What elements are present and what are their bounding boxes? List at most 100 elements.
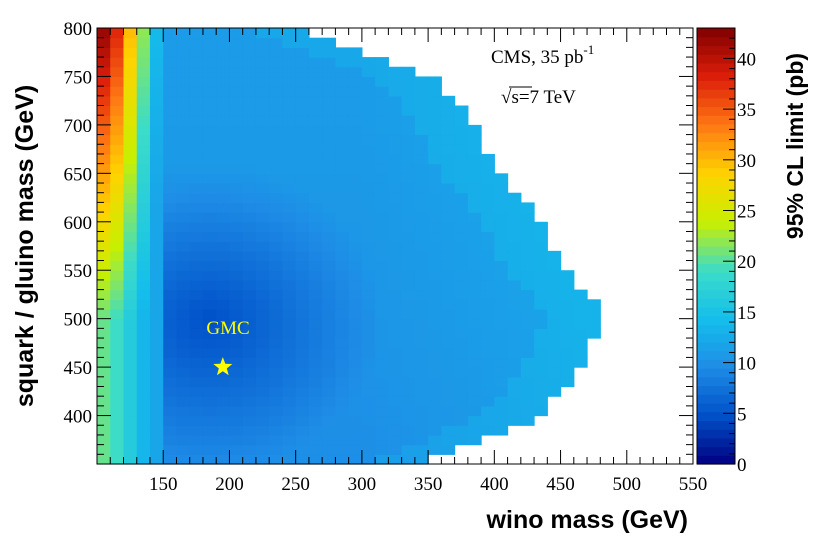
heatmap-cell xyxy=(467,250,482,262)
heatmap-cell xyxy=(136,134,151,145)
heatmap-cell xyxy=(494,192,509,203)
gmc-point-label: GMC xyxy=(206,318,249,339)
heatmap-cell xyxy=(401,212,416,223)
heatmap-cell xyxy=(375,367,389,378)
heatmap-cell xyxy=(242,192,257,203)
heatmap-cell xyxy=(216,163,231,174)
heatmap-cell xyxy=(97,299,111,310)
heatmap-cell xyxy=(269,260,284,271)
color-scale-step xyxy=(697,158,735,169)
heatmap-cell xyxy=(441,357,456,368)
heatmap-cell xyxy=(322,434,336,446)
color-scale-bar xyxy=(697,28,735,465)
heatmap-cell xyxy=(547,270,562,281)
heatmap-cell xyxy=(348,192,363,203)
heatmap-cell xyxy=(97,28,111,39)
heatmap-cell xyxy=(149,357,164,368)
heatmap-cell xyxy=(428,144,442,155)
heatmap-cell xyxy=(361,231,376,242)
color-scale-step xyxy=(697,45,735,55)
heatmap-cell xyxy=(97,260,111,271)
heatmap-cell xyxy=(123,289,138,300)
heatmap-cell xyxy=(202,241,217,252)
heatmap-cell xyxy=(361,289,376,300)
heatmap-cell xyxy=(242,279,257,291)
heatmap-cell xyxy=(242,76,257,87)
heatmap-cell xyxy=(441,163,456,174)
heatmap-cell xyxy=(229,202,244,213)
heatmap-cell xyxy=(481,338,495,349)
heatmap-cell xyxy=(216,299,231,310)
heatmap-cell xyxy=(547,328,562,339)
heatmap-cell xyxy=(216,153,231,165)
heatmap-cell xyxy=(494,357,509,368)
heatmap-cell xyxy=(97,76,111,87)
y-axis: 400 450 500 550 600 650 700 750 800 xyxy=(64,19,693,465)
heatmap-cell xyxy=(216,386,231,397)
heatmap-cell xyxy=(216,260,231,271)
heatmap-cell xyxy=(441,95,456,107)
heatmap-cell xyxy=(361,76,376,87)
heatmap-cell xyxy=(428,415,442,426)
heatmap-cell xyxy=(414,328,429,339)
heatmap-cell xyxy=(308,163,323,174)
heatmap-cell xyxy=(269,396,284,407)
heatmap-cell xyxy=(520,212,535,223)
heatmap-cell xyxy=(573,357,588,368)
heatmap-cell xyxy=(176,405,191,417)
heatmap-cell xyxy=(335,386,350,397)
heatmap-cell xyxy=(229,299,244,310)
heatmap-cell xyxy=(176,163,191,174)
heatmap-cell xyxy=(255,415,270,426)
heatmap-cell xyxy=(428,124,442,136)
heatmap-cell xyxy=(255,153,270,165)
heatmap-cell xyxy=(255,289,270,300)
heatmap-cell xyxy=(361,134,376,145)
heatmap-cell xyxy=(375,183,389,194)
heatmap-cell xyxy=(388,444,403,455)
heatmap-cell xyxy=(441,221,456,233)
heatmap-cell xyxy=(322,425,336,436)
color-scale-tick-label: 10 xyxy=(737,354,756,375)
heatmap-cell xyxy=(361,318,376,329)
heatmap-cell xyxy=(375,415,389,426)
heatmap-cell xyxy=(388,279,403,291)
heatmap-cell xyxy=(110,105,125,116)
heatmap-cell xyxy=(467,260,482,271)
heatmap-cell xyxy=(97,192,111,203)
heatmap-cell xyxy=(176,115,191,126)
heatmap-cell xyxy=(149,367,164,378)
heatmap-cell xyxy=(401,250,416,262)
heatmap-cell xyxy=(335,202,350,213)
heatmap-cell xyxy=(335,173,350,184)
heatmap-cell xyxy=(560,308,575,320)
heatmap-cell xyxy=(348,318,363,329)
heatmap-cell xyxy=(375,434,389,446)
heatmap-cell xyxy=(163,415,178,426)
experiment-label: CMS, 35 pb-1 xyxy=(491,42,594,68)
heatmap-cell xyxy=(269,212,284,223)
heatmap-cell xyxy=(136,221,151,233)
heatmap-cell xyxy=(176,173,191,184)
heatmap-cell xyxy=(242,328,257,339)
heatmap-cell xyxy=(282,299,297,310)
heatmap-cell xyxy=(401,318,416,329)
heatmap-cell xyxy=(255,66,270,78)
heatmap-cell xyxy=(282,367,297,378)
heatmap-cell xyxy=(216,115,231,126)
heatmap-cell xyxy=(414,250,429,262)
heatmap-cell xyxy=(229,231,244,242)
heatmap-cell xyxy=(202,144,217,155)
heatmap-cell xyxy=(414,241,429,252)
heatmap-cell xyxy=(534,338,548,349)
heatmap-cell xyxy=(467,328,482,339)
heatmap-cell xyxy=(176,260,191,271)
heatmap-cell xyxy=(335,192,350,203)
heatmap-cell xyxy=(375,260,389,271)
heatmap-cell xyxy=(335,270,350,281)
y-tick-label: 800 xyxy=(64,19,93,40)
heatmap-cell xyxy=(202,405,217,417)
heatmap-cell xyxy=(123,105,138,116)
heatmap-cell xyxy=(110,212,125,223)
